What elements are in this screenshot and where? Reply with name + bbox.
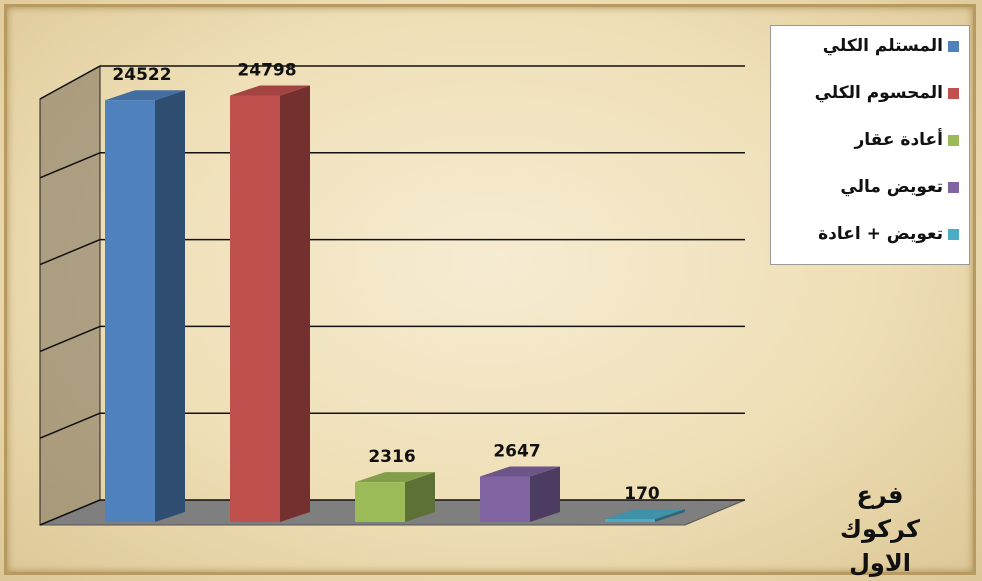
bar-side bbox=[280, 85, 310, 523]
category-label: فرع كركوك الاول bbox=[840, 481, 920, 577]
legend-label: تعويض مالي bbox=[840, 177, 943, 197]
value-label: 2647 bbox=[493, 441, 540, 461]
side-grid-line bbox=[39, 412, 101, 439]
value-label: 24798 bbox=[237, 60, 296, 80]
bar bbox=[605, 519, 655, 522]
legend-label: تعويض + اعادة bbox=[818, 224, 943, 244]
value-label: 2316 bbox=[368, 447, 415, 467]
value-label: 24522 bbox=[112, 65, 171, 85]
side-wall bbox=[39, 65, 101, 526]
bar-side bbox=[155, 90, 185, 522]
legend-entry: تعويض + اعادة bbox=[818, 220, 959, 248]
legend: المستلم الكلي المحسوم الكلي أعادة عقار تعوي… bbox=[770, 25, 970, 265]
side-grid-line bbox=[39, 65, 101, 100]
bar-top bbox=[105, 90, 185, 101]
side-grid-line bbox=[39, 238, 101, 266]
bar-top bbox=[230, 85, 310, 96]
legend-label: المستلم الكلي bbox=[822, 36, 943, 56]
bar bbox=[230, 95, 280, 523]
bar bbox=[355, 482, 405, 522]
legend-entry: تعويض مالي bbox=[840, 173, 959, 201]
legend-swatch bbox=[948, 228, 959, 240]
bar-side bbox=[530, 466, 560, 522]
side-grid-line bbox=[39, 499, 101, 526]
legend-label: أعادة عقار bbox=[854, 130, 943, 150]
legend-swatch bbox=[948, 181, 959, 193]
value-label: 170 bbox=[624, 484, 660, 504]
legend-swatch bbox=[948, 134, 959, 146]
bar-top bbox=[605, 509, 685, 520]
bar-top bbox=[355, 472, 435, 483]
bar-side bbox=[405, 472, 435, 522]
side-grid-line bbox=[39, 152, 101, 179]
legend-entry: المحسوم الكلي bbox=[815, 79, 959, 107]
legend-swatch bbox=[948, 40, 959, 52]
bar bbox=[105, 100, 155, 522]
legend-entry: المستلم الكلي bbox=[823, 32, 959, 60]
legend-swatch bbox=[948, 87, 959, 99]
side-grid-line bbox=[39, 325, 101, 353]
bar bbox=[480, 476, 530, 522]
legend-label: المحسوم الكلي bbox=[814, 83, 943, 103]
bar-top bbox=[480, 466, 560, 477]
frame bbox=[4, 4, 976, 575]
legend-entry: أعادة عقار bbox=[854, 126, 959, 154]
bar-side bbox=[655, 509, 685, 522]
